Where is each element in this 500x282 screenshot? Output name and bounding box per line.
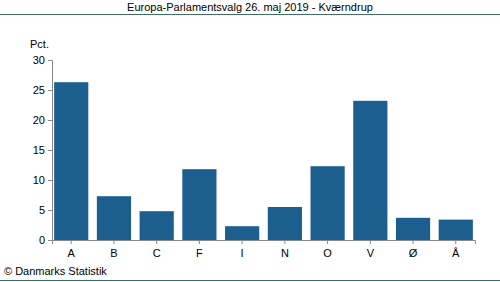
y-tick: 15 [33,144,52,156]
x-tick-mark [71,240,72,244]
bar [439,220,473,240]
x-tick: Ø [409,240,418,259]
y-tick: 0 [39,234,52,246]
header-rule [0,14,500,15]
x-tick: B [110,240,117,259]
x-tick-label: I [241,247,244,259]
x-axis-line [53,241,476,245]
y-tick-label: 15 [33,144,45,156]
bar [268,207,302,240]
bar [396,218,430,240]
y-tick-mark [48,60,52,61]
x-tick: A [68,240,76,259]
y-tick: 10 [33,174,52,186]
x-tick-label: N [281,247,289,259]
y-axis-title: Pct. [30,38,49,50]
bar [225,226,259,240]
bar [353,101,387,240]
bars [54,82,473,240]
y-tick: 20 [33,114,52,126]
title: Europa-Parlamentsvalg 26. maj 2019 - Kvæ… [127,1,373,13]
bar [182,169,216,240]
y-tick-label: 0 [39,234,45,246]
y-tick-label: 5 [39,204,45,216]
y-tick: 30 [33,54,52,66]
footer-rule [0,280,500,281]
x-tick-label: Å [452,247,460,259]
y-axis: 0 5 10 15 20 25 30 [33,54,53,246]
y-tick-mark [48,240,52,241]
bar [97,196,131,240]
x-tick-label: B [110,247,117,259]
source: © Danmarks Statistik [4,265,107,277]
bar [54,82,88,240]
y-tick-mark [48,120,52,121]
x-tick-mark [156,240,157,244]
x-tick: C [153,240,161,259]
y-tick: 5 [39,204,52,216]
x-tick-mark [242,240,243,244]
x-axis: ABCFINOVØÅ [53,240,476,259]
x-tick-mark [199,240,200,244]
bar [311,166,345,240]
y-tick-mark [48,210,52,211]
x-tick-label: Ø [409,247,418,259]
y-axis-line [48,61,53,241]
y-tick-mark [48,150,52,151]
y-tick-mark [48,180,52,181]
y-tick-label: 10 [33,174,45,186]
y-tick-label: 20 [33,114,45,126]
x-tick-mark [327,240,328,244]
bar [140,211,174,240]
x-tick: I [241,240,244,259]
y-tick-mark [48,90,52,91]
x-tick: Å [452,240,460,259]
x-tick: N [281,240,289,259]
x-tick-mark [284,240,285,244]
chart: Europa-Parlamentsvalg 26. maj 2019 - Kvæ… [0,0,500,282]
x-tick-mark [413,240,414,244]
x-tick-label: V [367,247,375,259]
plot: 0 5 10 15 20 25 30 A B C F I N O V Ø Å [33,54,476,259]
y-tick-label: 30 [33,54,45,66]
x-tick-label: O [323,247,332,259]
y-tick-label: 25 [33,84,45,96]
x-tick-label: A [68,247,76,259]
x-tick-label: F [196,247,203,259]
x-tick-mark [113,240,114,244]
x-tick: O [323,240,332,259]
y-tick: 25 [33,84,52,96]
x-tick-mark [370,240,371,244]
x-tick-mark [455,240,456,244]
x-tick: F [196,240,203,259]
x-tick: V [367,240,375,259]
x-tick-label: C [153,247,161,259]
